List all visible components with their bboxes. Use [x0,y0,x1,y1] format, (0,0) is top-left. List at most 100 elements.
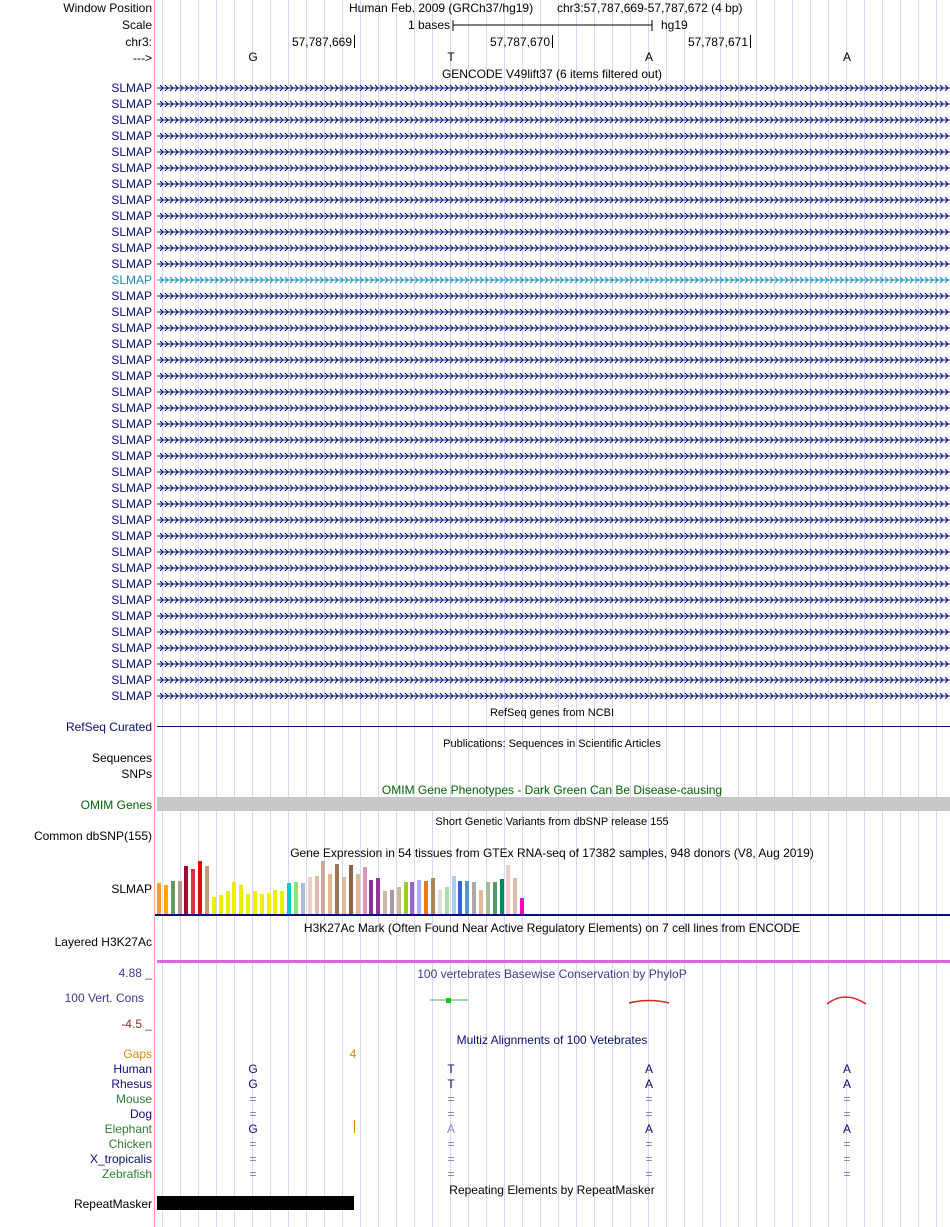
gencode-transcript-label[interactable]: SLMAP [111,193,152,207]
gencode-transcript-label[interactable]: SLMAP [111,273,152,287]
gtex-tissue-bar[interactable] [478,890,483,914]
gtex-tissue-bar[interactable] [513,878,518,914]
gtex-tissue-bar[interactable] [314,876,319,914]
gtex-tissue-bar[interactable] [389,890,394,914]
dbsnp-track-title[interactable]: Short Genetic Variants from dbSNP releas… [435,816,669,828]
gtex-tissue-bar[interactable] [355,874,360,914]
gtex-tissue-bar[interactable] [225,891,230,914]
gtex-tissue-bar[interactable] [157,883,161,914]
gencode-transcript[interactable] [157,418,950,430]
gencode-transcript-label[interactable]: SLMAP [111,209,152,223]
gencode-transcript-label[interactable]: SLMAP [111,497,152,511]
gtex-tissue-bar[interactable] [417,880,422,914]
gencode-transcript-label[interactable]: SLMAP [111,289,152,303]
gencode-transcript-label[interactable]: SLMAP [111,241,152,255]
gencode-transcript-label[interactable]: SLMAP [111,673,152,687]
gtex-tissue-bar[interactable] [232,882,237,914]
gencode-transcript-label[interactable]: SLMAP [111,369,152,383]
gencode-transcript[interactable] [157,370,950,382]
gencode-transcript[interactable] [157,498,950,510]
gtex-tissue-bar[interactable] [163,885,168,914]
gtex-tissue-bar[interactable] [492,882,497,914]
gencode-transcript[interactable] [157,386,950,398]
gtex-tissue-bar[interactable] [246,894,251,914]
gencode-transcript-label[interactable]: SLMAP [111,465,152,479]
multiz-species-label[interactable]: Human [113,1062,152,1076]
gencode-transcript-label[interactable]: SLMAP [111,545,152,559]
gtex-tissue-bar[interactable] [499,879,504,914]
phylop-track-title[interactable]: 100 vertebrates Basewise Conservation by… [417,967,687,981]
gencode-transcript-label[interactable]: SLMAP [111,161,152,175]
gtex-tissue-bar[interactable] [437,890,442,914]
gtex-tissue-bar[interactable] [451,876,456,914]
gtex-expression-chart[interactable] [157,861,537,914]
gencode-transcript-label[interactable]: SLMAP [111,305,152,319]
gencode-transcript[interactable] [157,146,950,158]
gencode-transcript-label[interactable]: SLMAP [111,657,152,671]
gencode-transcript-label[interactable]: SLMAP [111,529,152,543]
h3k27ac-track-title[interactable]: H3K27Ac Mark (Often Found Near Active Re… [303,921,801,935]
gtex-tissue-bar[interactable] [369,880,374,914]
gencode-transcript-label[interactable]: SLMAP [111,577,152,591]
gencode-transcript[interactable] [157,642,950,654]
multiz-species-label[interactable]: Elephant [104,1122,152,1136]
gtex-tissue-bar[interactable] [198,861,203,914]
gencode-transcript[interactable] [157,530,950,542]
gencode-transcript-label[interactable]: SLMAP [111,513,152,527]
gtex-tissue-bar[interactable] [520,898,525,914]
phylop-signal[interactable] [155,990,950,1010]
gencode-transcript[interactable] [157,610,950,622]
gencode-transcript-label[interactable]: SLMAP [111,625,152,639]
multiz-species-label[interactable]: X_tropicalis [89,1152,152,1166]
gencode-transcript[interactable] [157,354,950,366]
gencode-transcript-label[interactable]: SLMAP [111,433,152,447]
gencode-transcript-label[interactable]: SLMAP [111,593,152,607]
gtex-tissue-bar[interactable] [506,865,511,914]
gencode-transcript[interactable] [157,114,950,126]
gencode-transcript-label[interactable]: SLMAP [111,449,152,463]
publications-track-title[interactable]: Publications: Sequences in Scientific Ar… [443,738,661,750]
gtex-tissue-bar[interactable] [273,890,278,914]
multiz-species-label[interactable]: Mouse [115,1092,152,1106]
omim-track-title[interactable]: OMIM Gene Phenotypes - Dark Green Can Be… [381,783,723,797]
gencode-track-title[interactable]: GENCODE V49lift37 (6 items filtered out) [441,67,663,81]
gtex-tissue-bar[interactable] [300,883,305,914]
gencode-transcript[interactable] [157,434,950,446]
gencode-transcript[interactable] [157,242,950,254]
gtex-tissue-bar[interactable] [252,891,257,914]
gencode-transcript[interactable] [157,402,950,414]
gtex-tissue-bar[interactable] [280,891,285,914]
phylop-track-label[interactable]: 100 Vert. Cons [64,991,144,1005]
gtex-tissue-bar[interactable] [341,877,346,914]
gtex-track-title[interactable]: Gene Expression in 54 tissues from GTEx … [290,846,814,860]
gencode-transcript[interactable] [157,290,950,302]
h3k27ac-signal-line[interactable] [157,960,950,963]
gtex-tissue-bar[interactable] [218,895,223,914]
gencode-transcript-label[interactable]: SLMAP [111,641,152,655]
gtex-tissue-bar[interactable] [177,881,182,914]
gtex-tissue-bar[interactable] [383,891,388,914]
gencode-transcript-label[interactable]: SLMAP [111,385,152,399]
gtex-tissue-bar[interactable] [204,866,209,914]
gencode-transcript[interactable] [157,578,950,590]
gencode-transcript-label[interactable]: SLMAP [111,145,152,159]
repeatmasker-track-label[interactable]: RepeatMasker [73,1197,152,1211]
gencode-transcript[interactable] [157,274,950,286]
gtex-tissue-bar[interactable] [335,864,340,914]
multiz-species-label[interactable]: Chicken [108,1137,152,1151]
multiz-species-label[interactable]: Rhesus [111,1077,152,1091]
gencode-transcript-label[interactable]: SLMAP [111,417,152,431]
omim-phenotype-bar[interactable] [157,797,950,811]
multiz-species-label[interactable]: Zebrafish [101,1167,152,1181]
repeatmasker-element[interactable] [157,1196,354,1210]
gtex-tissue-bar[interactable] [307,877,312,914]
gtex-track-label[interactable]: SLMAP [111,882,152,896]
gtex-tissue-bar[interactable] [472,882,477,914]
assembly-title[interactable]: Human Feb. 2009 (GRCh37/hg19) [349,1,534,15]
gtex-tissue-bar[interactable] [465,881,470,914]
gtex-tissue-bar[interactable] [424,881,429,914]
gencode-transcript[interactable] [157,466,950,478]
refseq-track-label[interactable]: RefSeq Curated [65,720,152,734]
gtex-tissue-bar[interactable] [410,882,415,914]
gencode-transcript-label[interactable]: SLMAP [111,177,152,191]
